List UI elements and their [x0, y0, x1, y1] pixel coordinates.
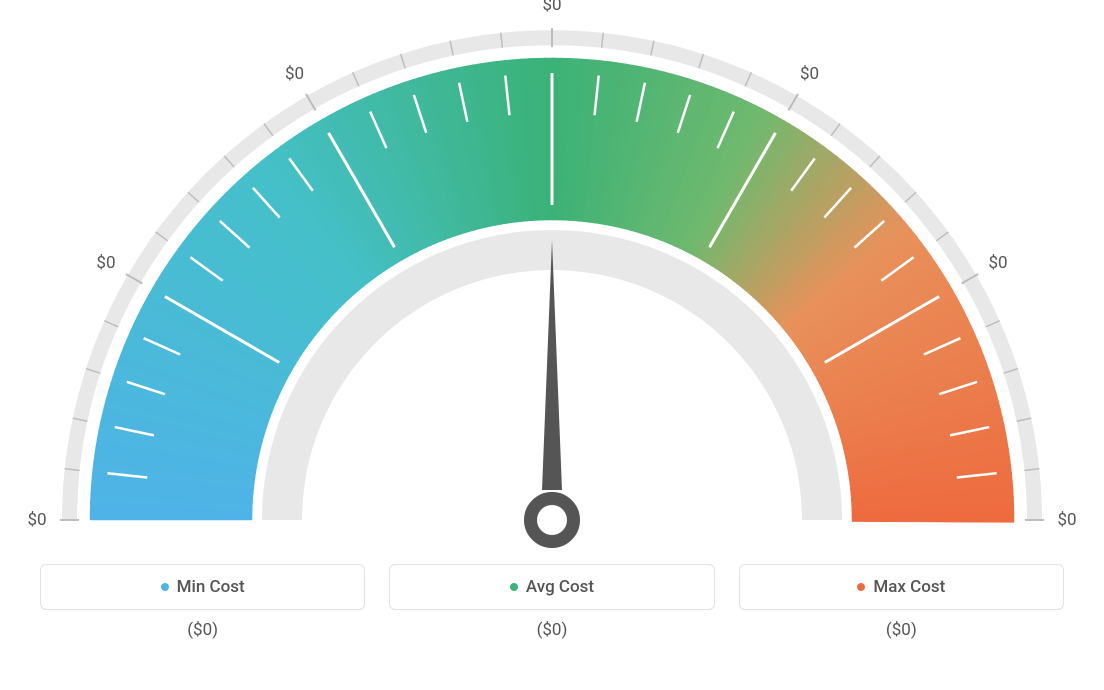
legend-min-label: Min Cost	[177, 577, 245, 597]
legend-max-value: ($0)	[739, 620, 1064, 640]
legend-min: Min Cost ($0)	[40, 564, 365, 640]
gauge-tick-label: $0	[542, 0, 561, 15]
gauge-tick-label: $0	[1057, 510, 1076, 530]
legend-max-label: Max Cost	[873, 577, 945, 597]
gauge-area: $0 $0 $0 $0 $0 $0 $0	[0, 0, 1104, 560]
legend-avg-value: ($0)	[389, 620, 714, 640]
legend-max-dot	[857, 583, 865, 591]
gauge-tick-label: $0	[285, 64, 304, 84]
gauge-tick-label: $0	[800, 64, 819, 84]
legend-min-box: Min Cost	[40, 564, 365, 610]
legend-max-box: Max Cost	[739, 564, 1064, 610]
legend-avg: Avg Cost ($0)	[389, 564, 714, 640]
legend-min-value: ($0)	[40, 620, 365, 640]
gauge-tick-label: $0	[27, 510, 46, 530]
gauge-tick-label: $0	[96, 253, 115, 273]
gauge-tick-label: $0	[988, 253, 1007, 273]
legend-row: Min Cost ($0) Avg Cost ($0) Max Cost ($0…	[0, 564, 1104, 640]
cost-gauge-widget: $0 $0 $0 $0 $0 $0 $0 Min Cost ($0) Avg Cost ($…	[0, 0, 1104, 690]
gauge-svg	[0, 0, 1104, 560]
legend-max: Max Cost ($0)	[739, 564, 1064, 640]
legend-avg-label: Avg Cost	[526, 577, 594, 597]
legend-min-dot	[161, 583, 169, 591]
legend-avg-dot	[510, 583, 518, 591]
legend-avg-box: Avg Cost	[389, 564, 714, 610]
